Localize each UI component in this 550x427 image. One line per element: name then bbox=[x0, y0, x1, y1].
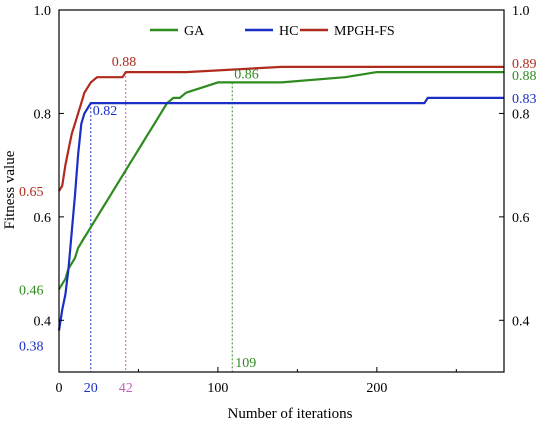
series-line-hc bbox=[57, 96, 504, 331]
series-lines bbox=[57, 65, 504, 331]
legend-label-ga: GA bbox=[184, 24, 205, 39]
series-line-mpgh-fs bbox=[58, 65, 504, 192]
data-label: 0.82 bbox=[93, 104, 118, 119]
y-tick-label: 1.0 bbox=[34, 4, 52, 19]
data-label: 0.86 bbox=[234, 67, 259, 82]
y-tick-label: 0.4 bbox=[34, 314, 52, 329]
x-tick-label: 200 bbox=[366, 381, 387, 396]
series-line-ga bbox=[58, 70, 504, 290]
data-label: 0.89 bbox=[512, 57, 537, 72]
data-label: 0.65 bbox=[19, 185, 44, 200]
y-tick-label-right: 0.4 bbox=[512, 314, 530, 329]
y-tick-label-right: 1.0 bbox=[512, 4, 530, 19]
legend-label-mpgh-fs: MPGH-FS bbox=[334, 24, 395, 39]
data-label: 0.88 bbox=[512, 69, 537, 84]
data-label: 0.88 bbox=[112, 55, 137, 70]
axes bbox=[58, 9, 505, 373]
x-axis-label: Number of iterations bbox=[228, 406, 353, 422]
data-label: 0.46 bbox=[19, 283, 44, 298]
guide-label-42: 42 bbox=[119, 381, 133, 396]
legend: GA HC MPGH-FS bbox=[150, 24, 395, 39]
guide-label-109: 109 bbox=[235, 356, 256, 371]
tick-labels: 20 42 109 0 100 200 0.4 0.6 0.8 1.0 0.4 0.6 0.8 1.0 bbox=[34, 4, 530, 396]
plot-frame bbox=[58, 9, 505, 373]
data-label: 0.83 bbox=[512, 92, 537, 107]
y-tick-label: 0.6 bbox=[34, 211, 52, 226]
data-label: 0.38 bbox=[19, 340, 44, 355]
x-tick-label: 100 bbox=[207, 381, 228, 396]
x-tick-label: 0 bbox=[56, 381, 63, 396]
guide-label-20: 20 bbox=[84, 381, 98, 396]
y-tick-label: 0.8 bbox=[34, 107, 52, 122]
guide-lines bbox=[90, 72, 233, 372]
annotations: 0.880.820.860.650.460.380.890.880.83 bbox=[19, 55, 537, 355]
legend-label-hc: HC bbox=[279, 24, 298, 39]
y-axis-label: Fitness value bbox=[2, 150, 18, 229]
y-tick-label-right: 0.6 bbox=[512, 211, 530, 226]
y-tick-label-right: 0.8 bbox=[512, 107, 530, 122]
